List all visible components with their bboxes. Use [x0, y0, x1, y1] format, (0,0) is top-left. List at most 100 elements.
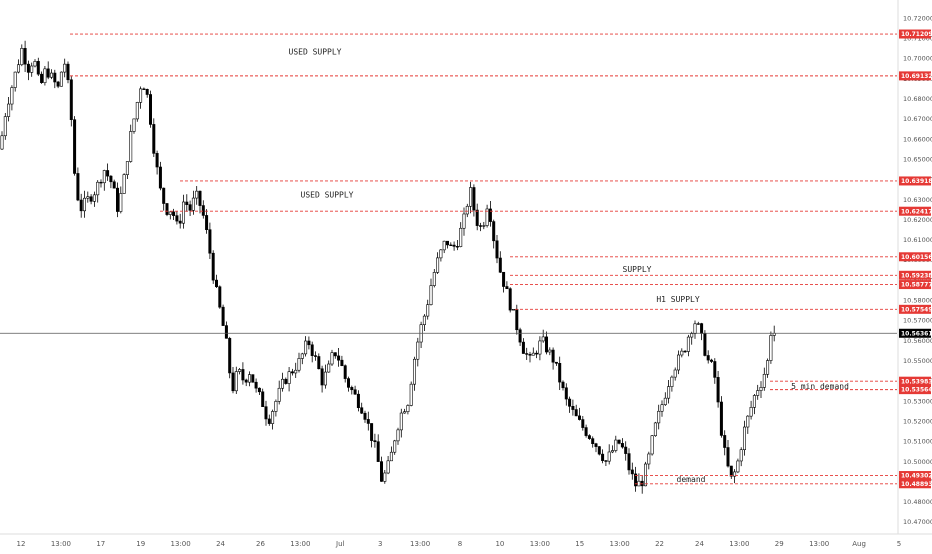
candle-down [551, 349, 555, 363]
candle-down [492, 221, 496, 242]
candle-down [112, 181, 116, 189]
candle-down [284, 378, 288, 384]
level-price-tag [899, 252, 931, 262]
candle-up [614, 439, 618, 451]
candle-down [228, 338, 232, 374]
candle-up [195, 190, 199, 199]
current-price-tag [899, 328, 931, 338]
candle-up [33, 61, 37, 67]
candle-down [683, 350, 687, 353]
candle-up [657, 410, 661, 424]
candle-down [145, 89, 149, 95]
candle-down [564, 387, 568, 400]
candle-up [122, 174, 126, 194]
candle-down [577, 415, 581, 420]
candle-up [647, 453, 651, 465]
y-tick-label: 10.52000 [903, 417, 932, 425]
candles-layer [0, 40, 776, 494]
level-price-tag-label: 10.59238 [901, 272, 932, 279]
x-tick-label: 10 [495, 540, 504, 548]
candle-up [287, 371, 291, 384]
zone-annotation: demand [677, 475, 706, 484]
level-price-tag-label: 10.62417 [901, 208, 932, 215]
candle-down [178, 220, 182, 224]
candle-down [455, 246, 459, 248]
x-tick-label: Aug [852, 540, 866, 548]
candle-down [716, 377, 720, 403]
candle-up [234, 371, 238, 392]
candle-up [168, 211, 172, 215]
candle-down [175, 215, 179, 222]
candle-down [36, 61, 40, 75]
candle-up [742, 426, 746, 450]
candle-up [271, 411, 275, 424]
y-tick-label: 10.70000 [903, 55, 932, 63]
candle-down [498, 257, 502, 273]
y-tick-label: 10.71000 [903, 35, 932, 43]
candle-up [485, 208, 489, 226]
candle-up [412, 358, 416, 385]
candle-down [706, 355, 710, 361]
level-price-tag [899, 270, 931, 280]
candle-up [690, 333, 694, 338]
candle-down [198, 190, 202, 206]
y-tick-label: 10.58000 [903, 297, 932, 305]
level-price-tag [899, 29, 931, 39]
candle-down [215, 279, 219, 288]
candle-down [544, 336, 548, 353]
candle-down [558, 363, 562, 383]
zone-annotation: 5 min demand [791, 382, 849, 391]
candle-down [356, 393, 360, 409]
candle-down [584, 427, 588, 436]
y-tick-label: 10.63000 [903, 196, 932, 204]
candle-down [317, 356, 321, 370]
candle-down [700, 323, 704, 334]
zone-annotation: H1 SUPPLY [656, 295, 700, 304]
x-tick-label: 13:00 [729, 540, 749, 548]
candle-up [409, 383, 413, 406]
candle-down [99, 181, 103, 184]
candle-down [594, 443, 598, 447]
candle-down [488, 208, 492, 222]
candle-up [667, 386, 671, 399]
candle-up [429, 285, 433, 305]
candle-down [165, 203, 169, 215]
candle-down [208, 229, 212, 254]
level-price-tag [899, 479, 931, 489]
candle-up [86, 196, 90, 199]
level-price-tag-label: 10.49302 [901, 473, 932, 480]
candle-down [172, 211, 176, 216]
candle-down [587, 435, 591, 439]
candle-down [571, 406, 575, 410]
candle-up [92, 194, 96, 202]
x-tick-label: 3 [378, 540, 382, 548]
x-tick-label: 13:00 [290, 540, 310, 548]
candle-down [703, 333, 707, 356]
y-tick-label: 10.68000 [903, 95, 932, 103]
candle-down [617, 439, 621, 444]
candle-up [294, 369, 298, 374]
candle-down [221, 306, 225, 326]
candle-down [528, 354, 532, 356]
candle-up [650, 435, 654, 455]
candle-up [766, 360, 770, 375]
y-tick-label: 10.48000 [903, 498, 932, 506]
candle-down [56, 81, 60, 87]
candle-down [508, 288, 512, 311]
candle-up [300, 353, 304, 359]
candle-up [182, 201, 186, 224]
x-tick-label: Jul [335, 540, 345, 548]
candle-down [290, 371, 294, 374]
candle-up [297, 358, 301, 371]
candle-down [155, 153, 159, 168]
candle-up [3, 116, 7, 137]
candle-up [406, 405, 410, 412]
x-tick-label: 13:00 [610, 540, 630, 548]
candle-down [630, 469, 634, 475]
candle-down [719, 401, 723, 436]
candle-down [624, 446, 628, 454]
time-axis[interactable]: 12 13:00 17 19 13:00 24 26 13:00 Jul 3 13:00 8 10 13:… [17, 540, 902, 548]
candle-down [452, 244, 456, 247]
